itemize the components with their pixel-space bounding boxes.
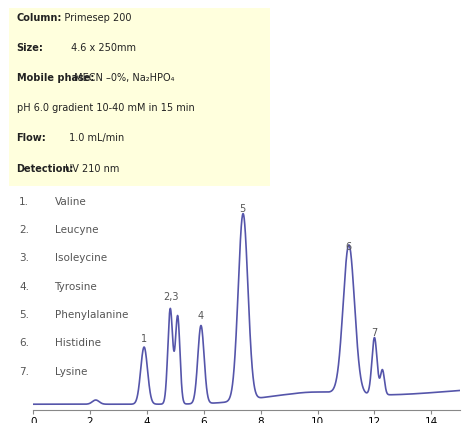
Text: 6: 6 — [346, 242, 352, 252]
Text: 3.: 3. — [19, 253, 29, 264]
Text: Mobile phase:: Mobile phase: — [17, 73, 94, 83]
Text: UV 210 nm: UV 210 nm — [62, 164, 119, 174]
Text: 1.: 1. — [19, 197, 29, 207]
Text: 4: 4 — [198, 311, 204, 321]
Text: 2,3: 2,3 — [164, 292, 179, 302]
Text: Phenylalanine: Phenylalanine — [55, 310, 128, 320]
Text: Valine: Valine — [55, 197, 86, 207]
Text: 4.: 4. — [19, 282, 29, 292]
Text: 1: 1 — [141, 334, 147, 343]
Text: Isoleycine: Isoleycine — [55, 253, 107, 264]
Text: 2.: 2. — [19, 225, 29, 235]
Text: 6.: 6. — [19, 338, 29, 349]
Text: pH 6.0 gradient 10-40 mM in 15 min: pH 6.0 gradient 10-40 mM in 15 min — [17, 103, 194, 113]
Text: Size:: Size: — [17, 43, 44, 53]
Text: 7: 7 — [371, 328, 378, 338]
Text: Primesep 200: Primesep 200 — [55, 13, 131, 23]
Text: Flow:: Flow: — [17, 134, 46, 143]
Text: Leucyne: Leucyne — [55, 225, 98, 235]
Text: Column:: Column: — [17, 13, 62, 23]
Text: 5.: 5. — [19, 310, 29, 320]
Text: Tyrosine: Tyrosine — [55, 282, 97, 292]
Text: 4.6 x 250mm: 4.6 x 250mm — [43, 43, 136, 53]
Text: 7.: 7. — [19, 367, 29, 377]
Text: Detection:: Detection: — [17, 164, 74, 174]
Text: Lysine: Lysine — [55, 367, 87, 377]
Text: 5: 5 — [239, 204, 246, 214]
Text: 1.0 mL/min: 1.0 mL/min — [41, 134, 125, 143]
Text: Histidine: Histidine — [55, 338, 100, 349]
Text: MECN –0%, Na₂HPO₄: MECN –0%, Na₂HPO₄ — [71, 73, 174, 83]
